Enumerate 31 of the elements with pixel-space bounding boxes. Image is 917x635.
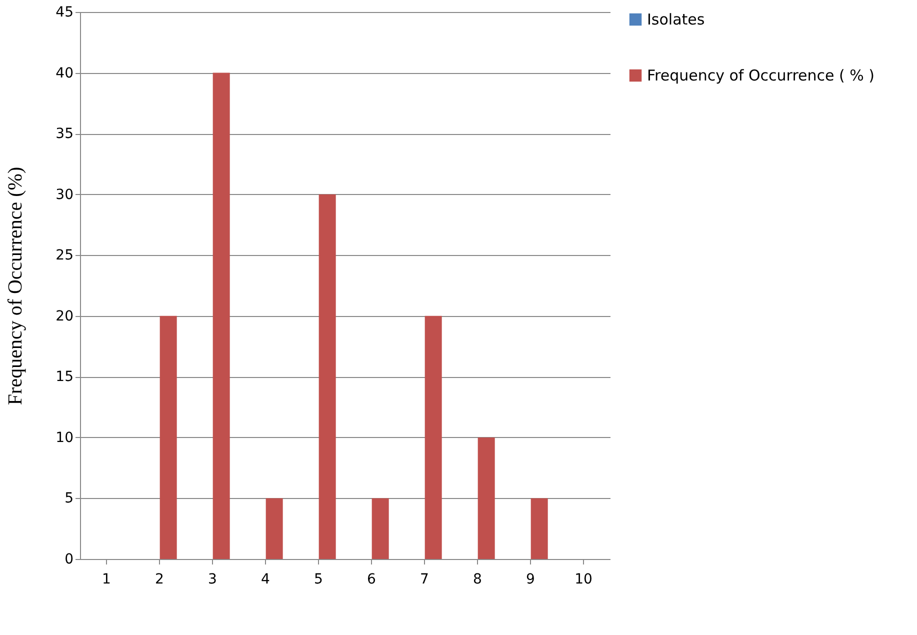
bar: [160, 316, 177, 559]
y-axis-title: Frequency of Occurrence (%): [4, 166, 27, 406]
bar: [372, 498, 389, 559]
y-tick-label: 15: [56, 369, 74, 386]
x-tick-label: 7: [420, 572, 429, 588]
bar: [424, 316, 442, 559]
y-tick-label: 30: [56, 186, 74, 203]
legend-label: Isolates: [647, 10, 705, 28]
bar: [212, 72, 230, 559]
bar: [266, 498, 283, 559]
x-tick-label: 8: [473, 572, 482, 588]
bar: [530, 498, 548, 559]
x-tick-label: 10: [574, 572, 592, 588]
bar: [478, 437, 495, 559]
y-tick-label: 10: [56, 430, 74, 446]
x-tick-label: 2: [155, 572, 164, 588]
x-tick-label: 3: [208, 572, 217, 588]
x-tick-label: 1: [102, 572, 111, 588]
y-tick-label: 0: [64, 552, 74, 568]
x-tick-label: 5: [314, 572, 323, 588]
bar: [318, 194, 336, 559]
legend-label: Frequency of Occurrence ( % ): [647, 66, 875, 84]
y-tick-label: 40: [56, 65, 74, 82]
y-tick-label: 20: [56, 308, 74, 324]
x-tick-label: 6: [367, 572, 376, 588]
y-tick-label: 45: [56, 4, 74, 20]
x-tick-label: 9: [526, 572, 535, 588]
x-tick-label: 4: [261, 572, 270, 588]
y-tick-label: 35: [56, 126, 74, 142]
y-tick-label: 25: [56, 248, 74, 264]
y-tick-label: 5: [64, 490, 74, 507]
